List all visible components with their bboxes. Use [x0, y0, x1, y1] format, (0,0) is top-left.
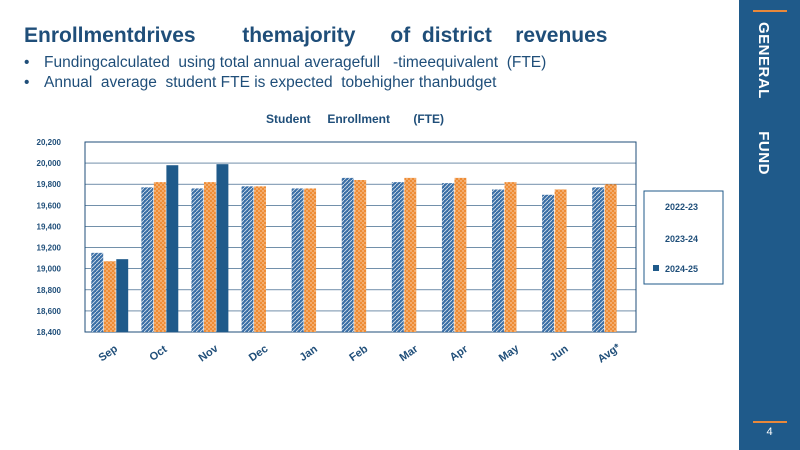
bar-2023-24-Oct: [153, 182, 166, 332]
chart-title: Student Enrollment (FTE): [266, 112, 444, 126]
bar-2022-23-Oct: [141, 187, 154, 332]
x-axis: Sep Oct Nov Dec Jan Feb Mar Apr May Jun Avg*: [97, 341, 624, 365]
bar-2023-24-Nov: [203, 182, 216, 332]
y-tick-label: 19,000: [37, 265, 62, 274]
bar-2023-24-Avg*: [604, 184, 617, 332]
bar-2023-24-Mar: [404, 177, 417, 332]
x-tick-label: Oct: [147, 343, 169, 364]
bar-2024-25-Nov: [216, 164, 229, 332]
bullet-dot: •: [24, 74, 30, 91]
x-tick-label: Apr: [448, 343, 471, 364]
y-tick-label: 19,400: [37, 222, 62, 231]
x-tick-label: Mar: [397, 343, 420, 364]
bar-2022-23-Nov: [191, 188, 204, 332]
legend-label: 2024-25: [665, 264, 698, 274]
bar-2022-23-Jan: [291, 188, 304, 332]
x-tick-label: Sep: [97, 343, 121, 365]
y-tick-label: 20,000: [37, 159, 62, 168]
sidebar-accent-top: [753, 10, 787, 12]
y-tick-label: 18,400: [37, 328, 62, 337]
bullet-text: Annual average student FTE is expected t…: [44, 74, 497, 91]
page-number: 4: [766, 426, 773, 438]
x-tick-label: Nov: [197, 342, 222, 364]
bullet-item: • Fundingcalculated using total annual av…: [24, 53, 546, 73]
legend-swatch: [653, 265, 659, 271]
bar-2023-24-May: [504, 182, 517, 332]
legend: 2022-23 2023-24 2024-25: [643, 190, 724, 285]
x-tick-label: Dec: [247, 343, 270, 364]
bullet-list: • Fundingcalculated using total annual av…: [24, 53, 546, 93]
x-tick-label: Feb: [347, 343, 370, 364]
bar-2022-23-Dec: [241, 186, 254, 332]
bar-2022-23-Mar: [391, 182, 404, 332]
bar-2022-23-Avg*: [592, 187, 605, 332]
y-tick-label: 18,800: [37, 286, 62, 295]
bar-2024-25-Oct: [166, 165, 179, 332]
bar-2023-24-Jan: [304, 188, 317, 332]
bullet-dot: •: [24, 54, 30, 71]
bar-2022-23-May: [492, 189, 504, 332]
bullet-text: Fundingcalculated using total annual ave…: [44, 54, 547, 71]
bar-2022-23-Feb: [341, 177, 354, 332]
y-tick-label: 20,200: [37, 138, 62, 147]
x-tick-label: May: [497, 342, 522, 365]
bar-2023-24-Feb: [354, 180, 367, 332]
y-tick-label: 19,600: [37, 201, 62, 210]
sidebar-label: GENERAL FUND: [755, 22, 772, 175]
legend-label: 2023-24: [665, 234, 698, 244]
x-tick-label: Avg*: [596, 341, 624, 365]
bars: [91, 164, 617, 332]
x-tick-label: Jan: [297, 343, 320, 364]
bar-2022-23-Apr: [441, 183, 454, 332]
slide-title: Enrollmentdrives themajority of district…: [24, 24, 608, 47]
y-tick-label: 19,200: [37, 244, 62, 253]
bullet-item: • Annual average student FTE is expected …: [24, 73, 546, 93]
bar-2024-25-Sep: [116, 259, 129, 332]
y-tick-label: 18,600: [37, 307, 62, 316]
bar-2023-24-Jun: [554, 189, 567, 332]
bar-2022-23-Jun: [542, 194, 555, 332]
section-sidebar: GENERAL FUND 4: [739, 0, 800, 450]
bar-2023-24-Apr: [454, 177, 467, 332]
sidebar-accent-bottom: [753, 421, 787, 423]
bar-2022-23-Sep: [91, 252, 104, 332]
y-axis: 18,400 18,600 18,800 19,000 19,200 19,400 19,6…: [37, 138, 62, 337]
bar-2023-24-Sep: [103, 261, 116, 332]
bar-2023-24-Dec: [254, 186, 266, 332]
y-tick-label: 19,800: [37, 180, 62, 189]
legend-label: 2022-23: [665, 202, 698, 212]
x-tick-label: Jun: [548, 343, 571, 364]
enrollment-chart: Student Enrollment (FTE) 18,40018,60018,…: [37, 112, 724, 366]
